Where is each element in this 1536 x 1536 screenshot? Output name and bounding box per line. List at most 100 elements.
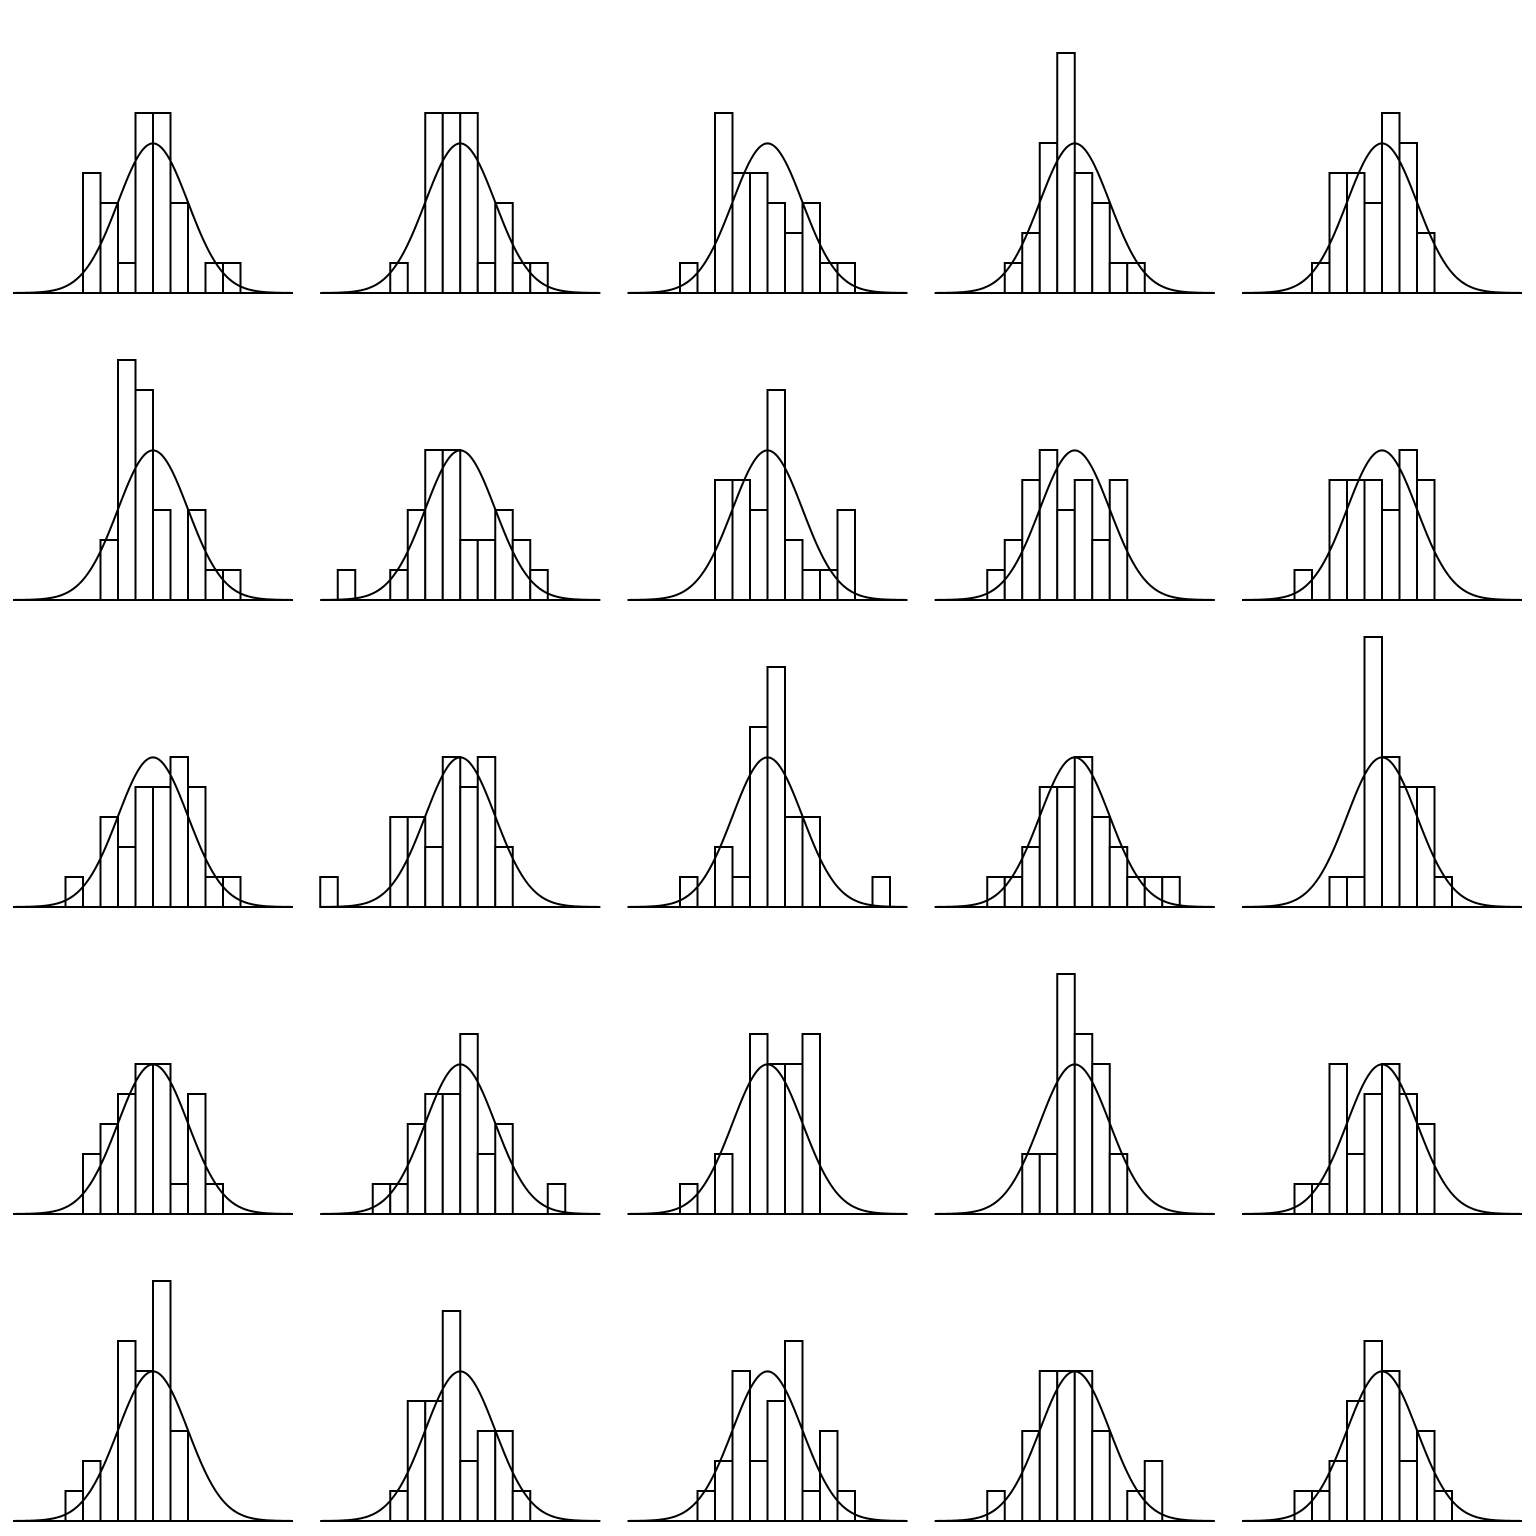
histogram-panel (934, 1370, 1215, 1522)
fit-curve (320, 1370, 601, 1522)
histogram-panel (1241, 636, 1523, 908)
bar (749, 726, 769, 908)
bar (187, 786, 207, 908)
bar (1293, 1183, 1313, 1215)
bar (64, 876, 84, 908)
bar (406, 1123, 427, 1215)
fit-curve (12, 142, 294, 294)
bar (1398, 1460, 1418, 1522)
bar (731, 876, 751, 908)
bar (1416, 786, 1436, 908)
bar (801, 569, 821, 601)
bar (441, 112, 462, 294)
bar (1038, 1153, 1059, 1215)
fit-curve (12, 1370, 294, 1522)
bar (1073, 172, 1094, 294)
bar (511, 1490, 532, 1522)
bar (1398, 1093, 1418, 1215)
bar (1346, 1400, 1366, 1522)
bar (406, 816, 427, 908)
bar (424, 1400, 444, 1522)
bar (1381, 1370, 1401, 1522)
bar (801, 816, 821, 908)
histogram-panel (12, 359, 294, 601)
fit-curve (627, 1063, 908, 1215)
bar (1108, 479, 1129, 601)
bar (459, 786, 479, 908)
bar (424, 846, 444, 908)
bar (836, 262, 856, 294)
bar (134, 1063, 154, 1215)
bar (749, 1033, 769, 1215)
bar (1091, 1430, 1111, 1522)
fit-curve (320, 1063, 601, 1215)
bar (441, 756, 462, 908)
bar (1311, 1183, 1331, 1215)
fit-curve (627, 142, 908, 294)
bar (1416, 232, 1436, 294)
bar (1038, 786, 1059, 908)
bar (836, 509, 856, 601)
bar (784, 539, 804, 601)
fit-curve (320, 756, 601, 908)
bar (222, 569, 242, 601)
bar (1056, 786, 1076, 908)
bar (714, 112, 734, 294)
fit-curve (934, 1063, 1215, 1215)
bar (766, 202, 786, 294)
bar (986, 1490, 1006, 1522)
bar (1363, 479, 1383, 601)
bar (152, 112, 172, 294)
bar (1328, 876, 1348, 908)
histogram-panel (1241, 1063, 1523, 1215)
histogram-panel (627, 389, 908, 601)
bar (134, 1370, 154, 1522)
bar (784, 1340, 804, 1522)
bar (1381, 509, 1401, 601)
histogram-panel (320, 1033, 601, 1215)
bar (134, 786, 154, 908)
fit-curve (627, 449, 908, 601)
bar (1381, 756, 1401, 908)
bar (784, 232, 804, 294)
histogram-panel (320, 112, 601, 294)
bar (459, 1460, 479, 1522)
bar (134, 389, 154, 601)
bar (494, 1430, 514, 1522)
bar (459, 539, 479, 601)
bar (1293, 569, 1313, 601)
bar (1056, 1370, 1076, 1522)
bar (766, 389, 786, 601)
bar (766, 666, 786, 908)
bar (1021, 479, 1041, 601)
bar (117, 359, 137, 601)
bar (99, 202, 119, 294)
bar (696, 1490, 716, 1522)
bar (169, 1183, 189, 1215)
bar (441, 1310, 462, 1522)
histogram-panel (627, 1340, 908, 1522)
bar (389, 262, 409, 294)
bar (64, 1490, 84, 1522)
fit-curve (1241, 1063, 1523, 1215)
bar (406, 1400, 427, 1522)
bar (1416, 479, 1436, 601)
bar (1416, 1430, 1436, 1522)
bar (204, 1183, 224, 1215)
bar (117, 262, 137, 294)
bar (1346, 172, 1366, 294)
bar (1091, 539, 1111, 601)
bar (494, 1123, 514, 1215)
histogram-panel (1241, 1340, 1523, 1522)
bar (406, 509, 427, 601)
bar (1003, 262, 1024, 294)
bar (134, 112, 154, 294)
bar (494, 509, 514, 601)
bar (1021, 1153, 1041, 1215)
bar (1126, 876, 1146, 908)
bar (476, 539, 497, 601)
bar (1398, 786, 1418, 908)
bar (1311, 1490, 1331, 1522)
bar (222, 876, 242, 908)
bar (389, 1183, 409, 1215)
